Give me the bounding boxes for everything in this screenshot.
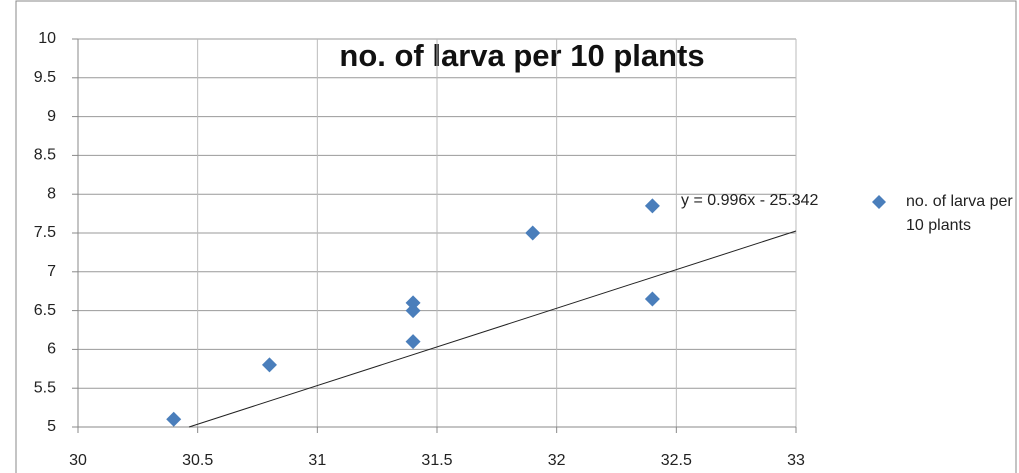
x-tick-label: 30.5 [182,452,213,469]
point [166,411,182,427]
legend-label: no. of larva per 10 plants [906,193,1013,234]
point [525,225,541,241]
point [261,357,277,373]
point [644,291,660,307]
point [405,303,421,319]
y-tick-label: 9.5 [34,69,56,86]
x-tick-label: 30 [69,452,87,469]
x-tick-label: 33 [787,452,805,469]
x-tick-label: 31 [308,452,326,469]
y-tick-label: 7 [47,263,56,280]
y-tick-label: 7.5 [34,224,56,241]
trendline [188,230,797,428]
x-tick-label: 32 [548,452,566,469]
point [405,295,421,311]
y-tick-label: 9 [47,108,56,125]
legend-marker [872,195,886,209]
chart-frame [15,0,1017,473]
chart-title: no. of larva per 10 plants [339,38,704,73]
x-tick-label: 31.5 [421,452,452,469]
point [644,198,660,214]
y-tick-label: 5.5 [34,379,56,396]
point [405,334,421,350]
y-tick-label: 6 [47,341,56,358]
y-tick-label: 6.5 [34,302,56,319]
y-tick-label: 5 [47,418,56,435]
y-tick-label: 8.5 [34,147,56,164]
x-tick-label: 32.5 [661,452,692,469]
y-tick-label: 10 [38,30,56,47]
trendline-label: y = 0.996x - 25.342 [681,192,819,209]
y-tick-label: 8 [47,185,56,202]
